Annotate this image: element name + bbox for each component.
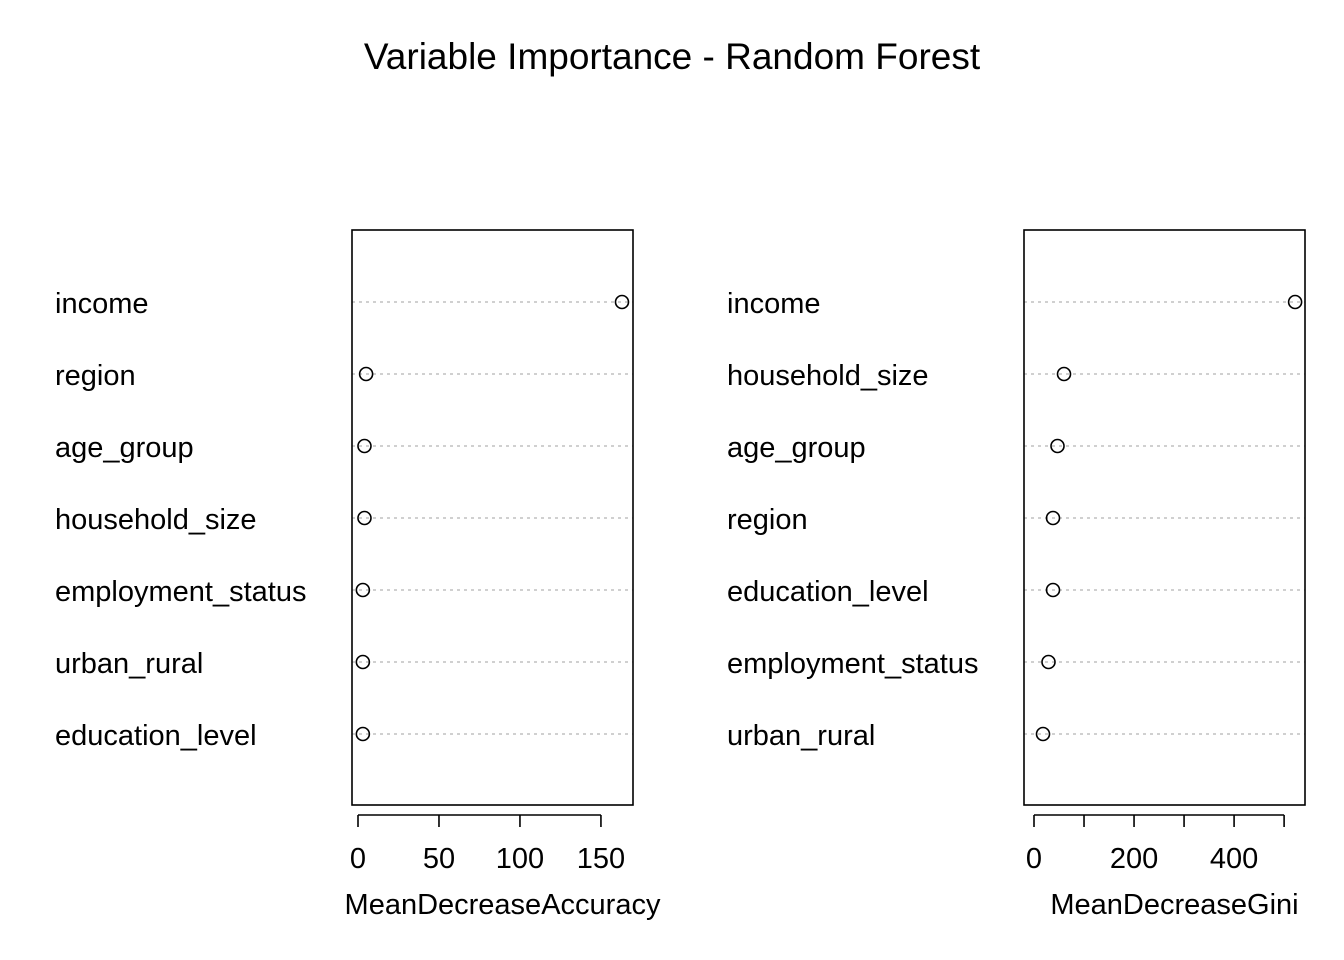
row-label: education_level [727, 576, 929, 608]
data-point-income [1287, 294, 1303, 310]
row-label: employment_status [55, 576, 306, 608]
row-label: urban_rural [55, 648, 203, 680]
data-point-household_size [1056, 366, 1072, 382]
data-point-urban_rural [1035, 726, 1051, 742]
x-tick-label: 400 [1210, 843, 1258, 875]
x-tick-label: 0 [1026, 843, 1042, 875]
x-tick-label: 150 [577, 843, 625, 875]
panel-1: income region age_group household_sizeemplo… [55, 229, 661, 921]
row-label: region [727, 504, 808, 536]
x-tick-label: 0 [350, 843, 366, 875]
data-point-household_size [357, 510, 372, 526]
data-point-region [1045, 510, 1061, 526]
x-axis-title: MeanDecreaseAccuracy [345, 889, 661, 921]
data-point-urban_rural [355, 654, 371, 670]
plot-frame [1023, 229, 1306, 806]
row-label: employment_status [727, 648, 978, 680]
row-label: urban_rural [727, 720, 875, 752]
data-point-region [358, 366, 374, 382]
data-point-employment_status [1041, 654, 1056, 670]
data-point-income [614, 294, 630, 310]
row-label: household_size [55, 504, 257, 536]
data-point-age_group [1050, 438, 1065, 454]
row-label: education_level [55, 720, 257, 752]
row-label: age_group [727, 432, 866, 464]
x-tick-label: 50 [423, 843, 455, 875]
data-point-employment_status [355, 582, 371, 598]
row-label: household_size [727, 360, 929, 392]
plot-frame [351, 229, 634, 806]
data-point-education_level [1045, 582, 1061, 598]
chart-title: Variable Importance - Random Forest [364, 36, 981, 77]
row-label: region [55, 360, 136, 392]
data-point-education_level [355, 726, 371, 742]
row-label: age_group [55, 432, 194, 464]
x-tick-label: 100 [496, 843, 544, 875]
x-tick-label: 200 [1110, 843, 1158, 875]
data-point-age_group [357, 438, 372, 454]
row-label: income [727, 288, 821, 320]
x-axis-title: MeanDecreaseGini [1050, 889, 1298, 921]
row-label: income [55, 288, 149, 320]
